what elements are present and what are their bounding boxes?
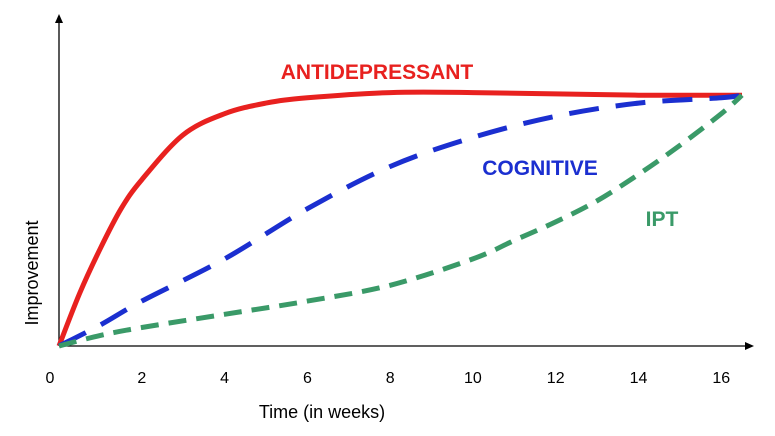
x-tick-labels: 0 2 4 6 8 10 12 14 16 (46, 370, 731, 387)
x-tick-label-14: 14 (630, 370, 648, 387)
series-label-cognitive: COGNITIVE (482, 157, 598, 180)
x-tick-label-10: 10 (464, 370, 482, 387)
series-layer (56, 89, 744, 349)
series-label-ipt: IPT (646, 208, 679, 231)
x-tick-label-16: 16 (712, 370, 730, 387)
x-axis-arrow-icon (745, 342, 754, 350)
x-tick-label-2: 2 (137, 370, 146, 387)
series-line-cognitive (57, 92, 743, 349)
y-axis-title: Improvement (22, 220, 42, 325)
series-line-antidepressant (56, 89, 742, 347)
x-axis-title: Time (in weeks) (259, 402, 385, 422)
x-tick-label-0: 0 (46, 370, 55, 387)
series-label-antidepressant: ANTIDEPRESSANT (281, 61, 474, 84)
x-tick-label-6: 6 (303, 370, 312, 387)
x-tick-label-12: 12 (547, 370, 565, 387)
x-tick-label-4: 4 (220, 370, 229, 387)
x-tick-label-8: 8 (386, 370, 395, 387)
y-axis-arrow-icon (55, 14, 63, 23)
series-line-ipt (58, 93, 744, 349)
axes (55, 14, 754, 350)
